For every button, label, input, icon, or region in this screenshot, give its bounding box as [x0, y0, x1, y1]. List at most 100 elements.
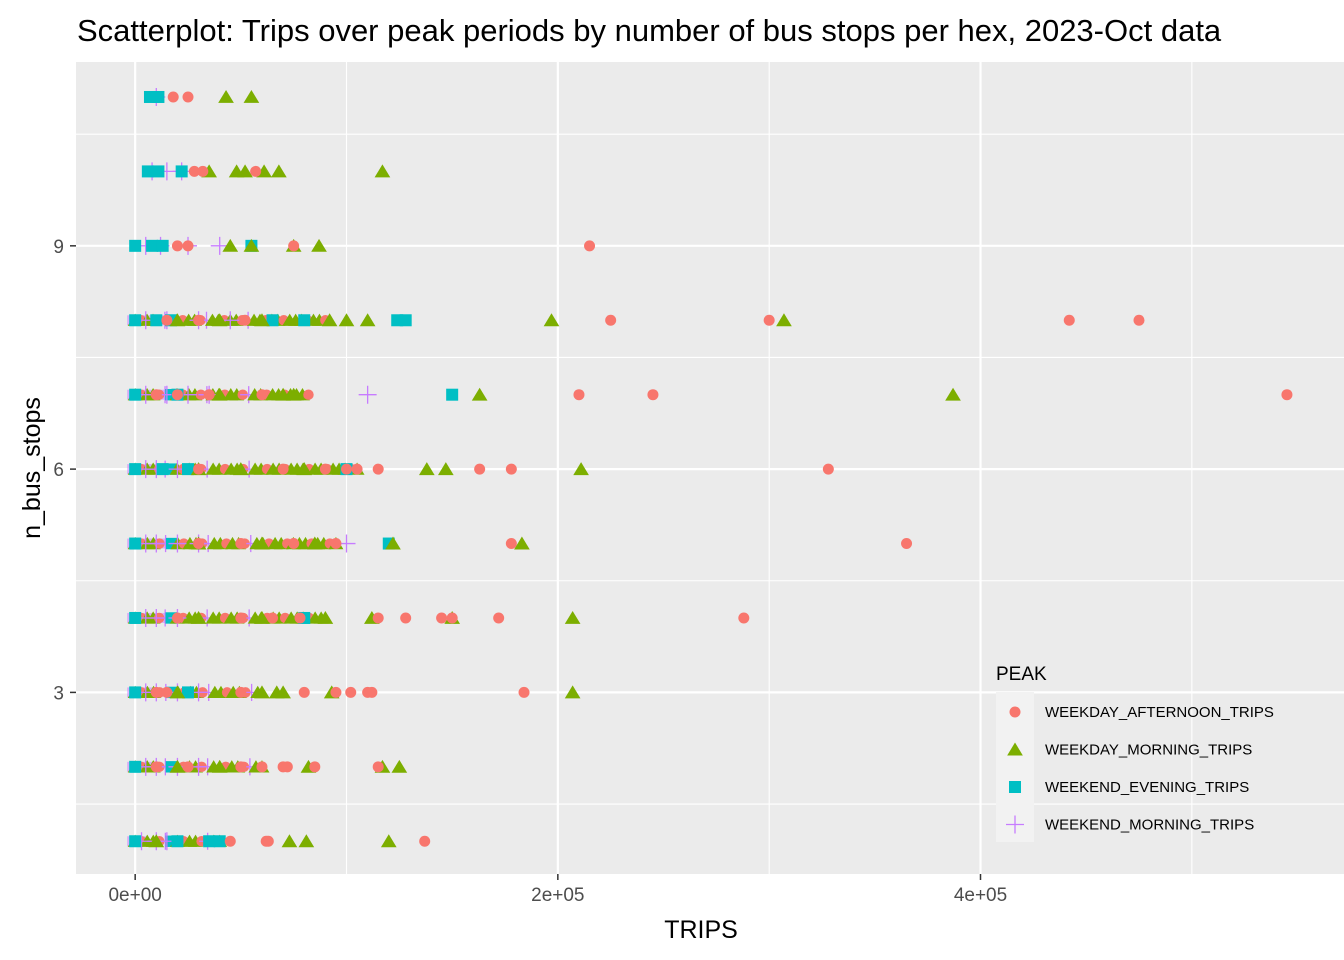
point-triangle — [243, 89, 260, 103]
point-circle — [1281, 389, 1293, 401]
point-square — [213, 835, 226, 848]
point-circle — [182, 761, 194, 773]
point-triangle — [321, 313, 338, 327]
point-square — [156, 463, 169, 476]
point-circle — [518, 686, 530, 698]
point-circle — [288, 240, 300, 252]
point-circle — [372, 612, 384, 624]
point-triangle — [380, 834, 397, 848]
point-triangle — [391, 759, 408, 773]
point-circle — [171, 389, 183, 401]
point-circle — [341, 463, 353, 475]
point-circle — [277, 463, 289, 475]
point-circle — [256, 761, 268, 773]
point-circle — [822, 463, 834, 475]
point-triangle — [271, 164, 287, 178]
point-triangle — [254, 536, 270, 550]
point-circle — [1133, 314, 1145, 326]
point-plus — [210, 236, 229, 255]
point-circle — [738, 612, 750, 624]
legend-label: WEEKEND_EVENING_TRIPS — [1045, 779, 1249, 796]
point-square — [446, 388, 459, 401]
point-square — [129, 835, 142, 848]
point-circle — [203, 389, 215, 401]
point-circle — [419, 835, 431, 847]
point-triangle — [169, 313, 186, 327]
x-tick-label: 0e+00 — [108, 885, 161, 906]
point-triangle — [285, 387, 302, 401]
point-circle — [288, 538, 300, 550]
point-square — [129, 686, 142, 699]
point-circle — [309, 761, 321, 773]
point-circle — [235, 761, 247, 773]
point-circle — [372, 463, 384, 475]
y-tick-label: 3 — [53, 683, 64, 704]
legend-key-circle — [1009, 706, 1021, 718]
point-circle — [901, 538, 913, 550]
point-square — [266, 314, 279, 327]
y-tick-label: 6 — [53, 460, 64, 481]
point-square — [203, 835, 216, 848]
point-circle — [193, 314, 205, 326]
point-circle — [161, 314, 173, 326]
point-circle — [319, 463, 331, 475]
point-plus — [147, 608, 166, 627]
point-circle — [281, 761, 293, 773]
point-triangle — [211, 387, 228, 401]
x-axis-label: TRIPS — [664, 916, 738, 944]
point-triangle — [281, 834, 298, 848]
point-triangle — [564, 685, 581, 699]
point-triangle — [514, 536, 530, 550]
point-circle — [345, 686, 357, 698]
point-triangle — [233, 462, 249, 476]
point-circle — [224, 835, 236, 847]
point-circle — [150, 686, 162, 698]
point-triangle — [543, 313, 560, 327]
point-square — [129, 463, 142, 476]
point-circle — [474, 463, 486, 475]
point-triangle — [306, 536, 323, 550]
point-triangle — [317, 610, 334, 624]
point-triangle — [298, 834, 315, 848]
point-square — [129, 537, 142, 550]
point-plus — [168, 534, 187, 553]
point-plus — [358, 385, 377, 404]
point-circle — [400, 612, 412, 624]
point-square — [152, 90, 165, 103]
legend-key-square — [1009, 781, 1021, 793]
point-circle — [182, 91, 194, 103]
point-circle — [298, 686, 310, 698]
point-circle — [239, 314, 251, 326]
point-triangle — [254, 685, 270, 699]
point-circle — [235, 612, 247, 624]
point-triangle — [211, 759, 228, 773]
point-circle — [250, 165, 262, 177]
point-circle — [262, 835, 274, 847]
x-tick-label: 4e+05 — [954, 885, 1007, 906]
point-circle — [182, 240, 194, 252]
point-triangle — [573, 462, 589, 476]
point-square — [129, 611, 142, 624]
y-axis-label: n_bus_stops — [18, 397, 46, 539]
point-circle — [171, 612, 183, 624]
point-triangle — [296, 462, 313, 476]
point-plus — [147, 534, 166, 553]
point-triangle — [945, 387, 961, 401]
legend-title: PEAK — [996, 664, 1047, 685]
point-square — [399, 314, 412, 327]
point-circle — [763, 314, 775, 326]
legend-key-plus — [1006, 815, 1024, 834]
point-circle — [267, 612, 279, 624]
point-triangle — [418, 462, 435, 476]
point-circle — [188, 165, 200, 177]
point-circle — [193, 463, 205, 475]
point-triangle — [564, 610, 581, 624]
point-circle — [1063, 314, 1075, 326]
legend: PEAK WEEKDAY_AFTERNOON_TRIPS WEEKDAY_MORN… — [996, 664, 1274, 842]
point-triangle — [471, 387, 488, 401]
point-triangle — [311, 238, 327, 252]
point-triangle — [148, 834, 165, 848]
point-triangle — [218, 89, 234, 103]
point-square — [175, 165, 188, 178]
point-triangle — [169, 685, 186, 699]
